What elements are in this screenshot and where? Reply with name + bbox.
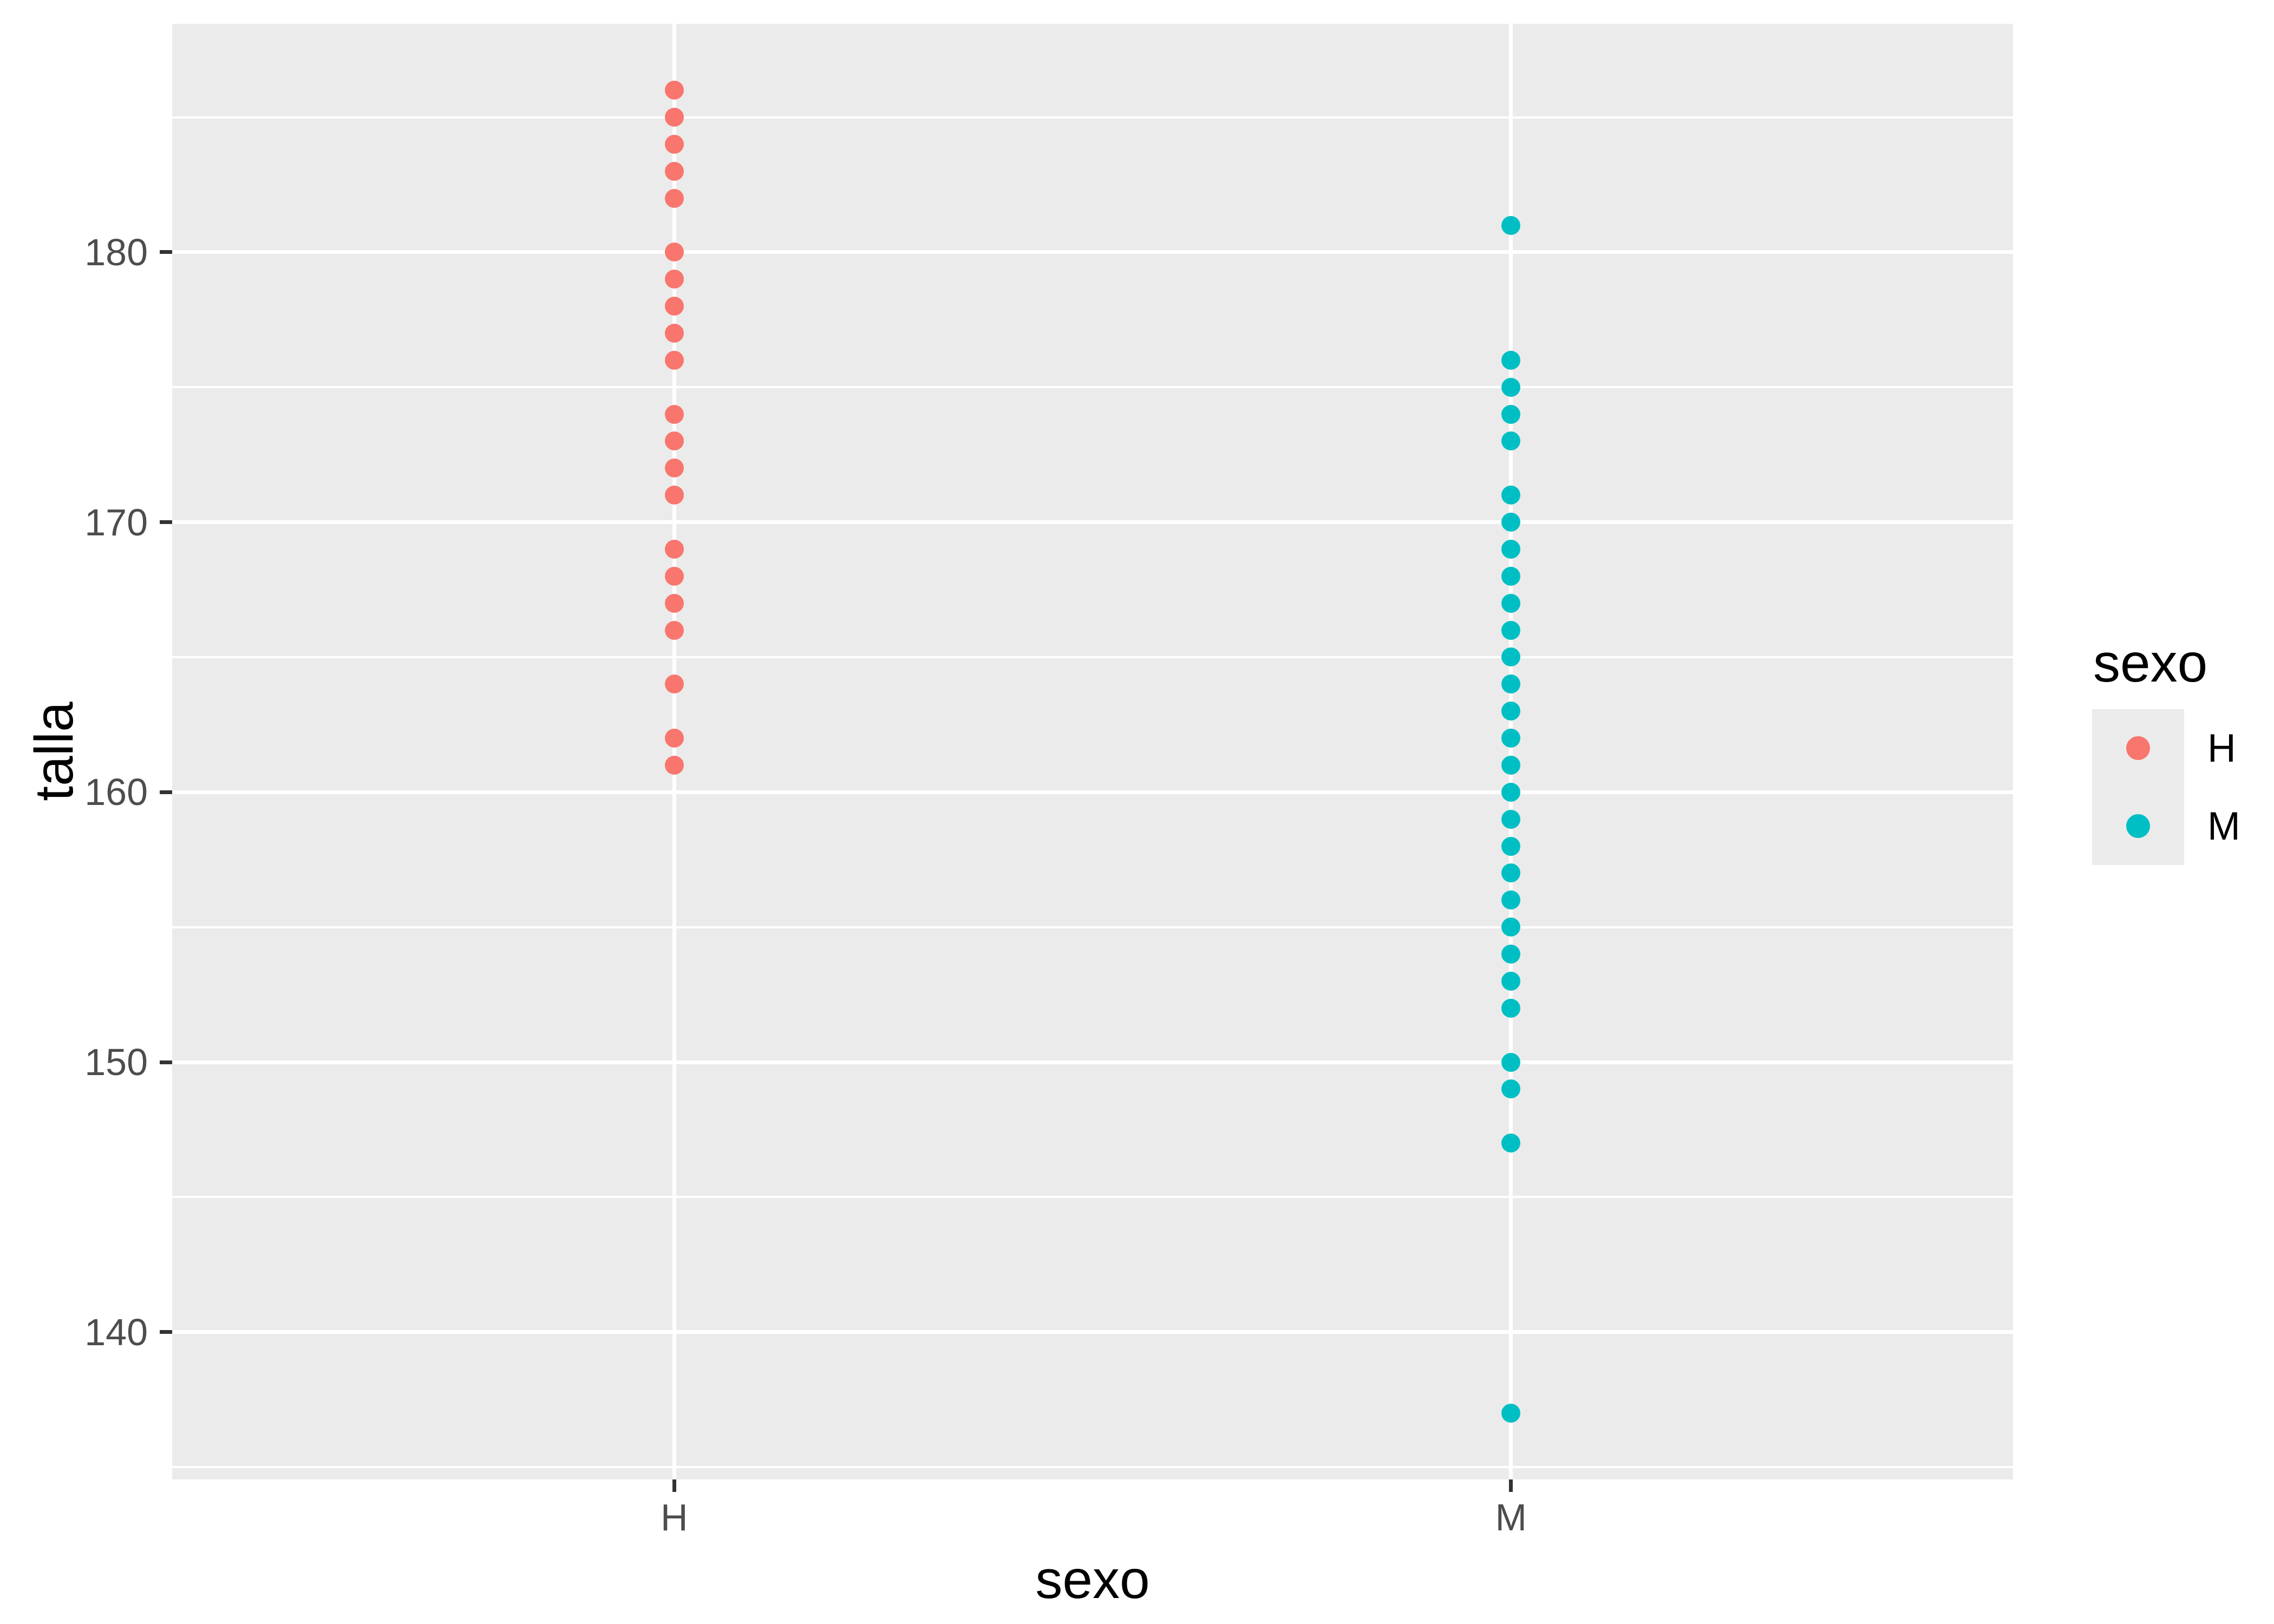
minor-gridline — [172, 656, 2013, 658]
data-point — [1501, 675, 1521, 694]
y-axis-title: talla — [24, 702, 84, 801]
legend-entry-label: H — [2207, 726, 2236, 770]
data-point — [1501, 918, 1521, 937]
y-tick-mark — [160, 520, 172, 525]
data-point — [664, 593, 684, 613]
minor-gridline — [172, 116, 2013, 119]
data-point — [664, 134, 684, 154]
y-tick-label: 160 — [84, 771, 148, 814]
data-point — [664, 729, 684, 748]
data-point — [1501, 350, 1521, 370]
data-point — [1501, 809, 1521, 829]
major-gridline — [172, 1330, 2013, 1334]
data-point — [1501, 486, 1521, 505]
y-tick-label: 140 — [84, 1311, 148, 1353]
data-point — [664, 459, 684, 478]
data-point — [1501, 513, 1521, 532]
minor-gridline — [172, 1466, 2013, 1469]
data-point — [664, 243, 684, 262]
minor-gridline — [172, 386, 2013, 389]
x-tick-mark — [672, 1479, 676, 1492]
data-point — [1501, 377, 1521, 397]
data-point — [664, 539, 684, 559]
data-point — [1501, 945, 1521, 964]
category-gridline — [672, 24, 676, 1479]
y-tick-mark — [160, 250, 172, 254]
data-point — [664, 108, 684, 127]
data-point — [1501, 404, 1521, 424]
major-gridline — [172, 250, 2013, 254]
data-point — [664, 566, 684, 586]
data-point — [1501, 539, 1521, 559]
data-point — [1501, 998, 1521, 1018]
category-gridline — [1509, 24, 1513, 1479]
data-point — [1501, 1134, 1521, 1153]
data-point — [1501, 1079, 1521, 1099]
data-point — [664, 431, 684, 451]
major-gridline — [172, 790, 2013, 794]
data-point — [1501, 593, 1521, 613]
data-point — [664, 188, 684, 208]
legend-point-swatch — [2126, 814, 2150, 838]
data-point — [664, 620, 684, 640]
major-gridline — [172, 1060, 2013, 1064]
plot-panel — [172, 24, 2013, 1479]
data-point — [1501, 782, 1521, 802]
data-point — [1501, 863, 1521, 883]
data-point — [1501, 647, 1521, 667]
legend-point-swatch — [2126, 736, 2150, 760]
data-point — [664, 675, 684, 694]
data-point — [664, 270, 684, 289]
y-tick-mark — [160, 1060, 172, 1064]
legend-title: sexo — [2093, 633, 2208, 693]
data-point — [664, 755, 684, 775]
y-tick-label: 170 — [84, 501, 148, 543]
data-point — [664, 81, 684, 100]
data-point — [1501, 836, 1521, 856]
minor-gridline — [172, 926, 2013, 928]
x-tick-label: M — [1495, 1496, 1527, 1538]
data-point — [1501, 702, 1521, 721]
y-tick-label: 180 — [84, 231, 148, 273]
data-point — [1501, 1052, 1521, 1072]
data-point — [664, 350, 684, 370]
y-tick-mark — [160, 1330, 172, 1334]
data-point — [1501, 566, 1521, 586]
y-tick-mark — [160, 790, 172, 794]
data-point — [1501, 890, 1521, 910]
data-point — [664, 161, 684, 181]
x-tick-label: H — [660, 1496, 688, 1538]
data-point — [1501, 729, 1521, 748]
x-axis-title: sexo — [1035, 1549, 1150, 1610]
data-point — [1501, 620, 1521, 640]
x-tick-mark — [1509, 1479, 1513, 1492]
major-gridline — [172, 520, 2013, 525]
data-point — [664, 404, 684, 424]
data-point — [1501, 1403, 1521, 1423]
data-point — [1501, 431, 1521, 451]
data-point — [1501, 971, 1521, 991]
data-point — [664, 324, 684, 343]
minor-gridline — [172, 1196, 2013, 1199]
data-point — [1501, 755, 1521, 775]
y-tick-label: 150 — [84, 1041, 148, 1083]
data-point — [664, 486, 684, 505]
legend-entry-label: M — [2207, 804, 2240, 848]
data-point — [1501, 215, 1521, 235]
data-point — [664, 297, 684, 316]
